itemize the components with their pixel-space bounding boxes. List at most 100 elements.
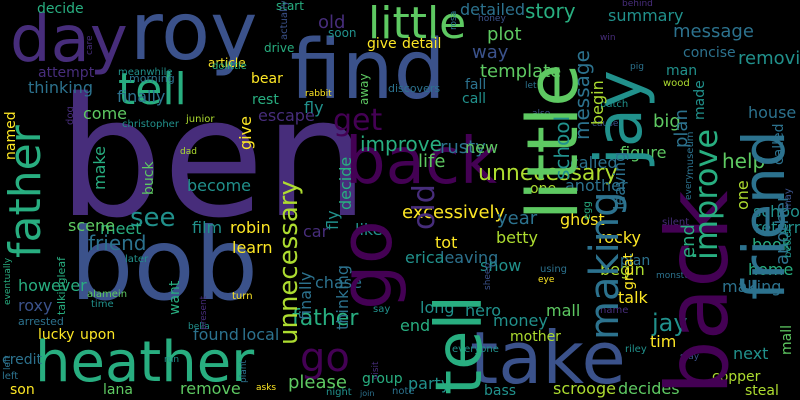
word-alamein: escape (258, 106, 315, 125)
word-honey: asks (256, 383, 277, 393)
word-new: school (753, 202, 800, 221)
word-better: junior (186, 114, 215, 125)
word-gosth-vertical: egg (582, 201, 593, 220)
word-lucky: long (420, 298, 455, 317)
word-turn: fly (304, 98, 324, 117)
word-rocky: big (653, 111, 681, 132)
word-come: chase (315, 273, 362, 292)
word-man: time (91, 299, 114, 310)
word-farm: credit (2, 352, 43, 368)
word-ghost: book (752, 235, 791, 254)
word-great: say (373, 304, 391, 315)
word-head-vertical: actually (279, 0, 290, 41)
word-excessively: friend (88, 231, 147, 255)
word-drive: local (242, 325, 280, 344)
word-mother: scrooge (553, 379, 616, 398)
word-past-vertical: every (684, 174, 694, 200)
word-join: everyone (452, 344, 499, 355)
word-finally-vertical: finally (296, 271, 315, 320)
word-one-vertical: one (733, 180, 752, 210)
word-scrooge: message (673, 21, 754, 42)
word-actually: night (326, 387, 352, 398)
word-rabbit: lucky (38, 327, 75, 343)
word-way: see (130, 203, 176, 233)
word-life: return (755, 218, 800, 237)
word-child: honey (478, 14, 506, 24)
word-rosa-vertical: better (783, 227, 794, 258)
word-fall: meet (100, 219, 142, 238)
word-steal: story (525, 0, 576, 23)
word-rest: film (192, 218, 223, 237)
word-disguise-vertical: may (783, 188, 794, 210)
word-say: drive (264, 41, 295, 55)
word-trip: also (532, 109, 551, 119)
word-betty: next (733, 344, 769, 363)
word-god: left (2, 371, 19, 382)
word-brings-vertical: made (692, 80, 708, 120)
word-everything: bella (188, 322, 210, 332)
word-figure: house (748, 103, 797, 122)
word-escape: robin (230, 218, 271, 237)
word-party: talk (618, 288, 648, 307)
word-help: go (300, 335, 350, 381)
word-please: get (333, 103, 383, 138)
word-every: dad (180, 147, 197, 157)
word-however: hero (465, 301, 501, 320)
word-ben: ben (58, 62, 369, 254)
word-call: scene (68, 216, 115, 235)
word-everyone: start (276, 0, 304, 13)
word-talk: concise (683, 45, 736, 61)
word-junior: finally (117, 87, 166, 106)
word-group: begin (600, 260, 645, 279)
word-learn: ghost (560, 210, 605, 229)
word-big: unnecessary (478, 161, 618, 186)
word-soon: roxy (18, 296, 53, 315)
word-egg: using (540, 264, 568, 275)
word-stay: dolittle (212, 61, 247, 72)
word-promise-vertical: left (3, 355, 13, 370)
word-son: end (400, 316, 431, 335)
word-asks: fall (465, 77, 487, 93)
word-want: bear (251, 71, 283, 87)
word-template: jay (652, 309, 688, 337)
word-accidentally: join (360, 389, 375, 398)
word-win: run (164, 355, 180, 365)
word-pig-vertical: want (167, 280, 183, 315)
word-dolittle: lana (103, 382, 133, 398)
word-story: help (722, 149, 766, 173)
word-eye: discovers (388, 82, 441, 95)
word-take: take (470, 316, 626, 400)
word-detail: become (187, 176, 252, 195)
word-local: bass (484, 383, 517, 399)
word-removing: improve (360, 132, 442, 156)
word-night: call (462, 91, 487, 107)
word-note: soon (328, 26, 357, 40)
word-animal: arrested (18, 315, 64, 328)
word-around: pig (630, 62, 644, 72)
word-try: year (497, 208, 538, 229)
word-time: rest (252, 92, 279, 108)
word-together-vertical: present (199, 295, 209, 330)
word-tim: summary (608, 6, 684, 25)
word-sheep: eye (538, 275, 555, 285)
word-plot: father (292, 306, 359, 331)
word-monster: morning (129, 72, 175, 85)
word-upon: group (362, 371, 403, 387)
word-copper: detailed (460, 0, 525, 19)
word-arrives: patch (600, 99, 629, 110)
word-tot-vertical: leaving (610, 151, 629, 210)
word-using: article (208, 56, 246, 70)
word-find: find (290, 23, 446, 118)
word-boy: another (565, 176, 628, 195)
word-riley: meanwhile (118, 67, 173, 78)
word-heather: heather (35, 330, 255, 395)
word-decide-vertical: decide (336, 156, 355, 210)
word-eventually: decide (37, 1, 84, 17)
word-rusty: tell (118, 64, 187, 115)
word-mall: copper (712, 369, 761, 385)
word-let: name (600, 305, 629, 316)
word-article: remove (180, 379, 241, 398)
word-unnecessary-vertical: unnecessary (274, 180, 304, 345)
word-decides: removing (738, 48, 800, 69)
